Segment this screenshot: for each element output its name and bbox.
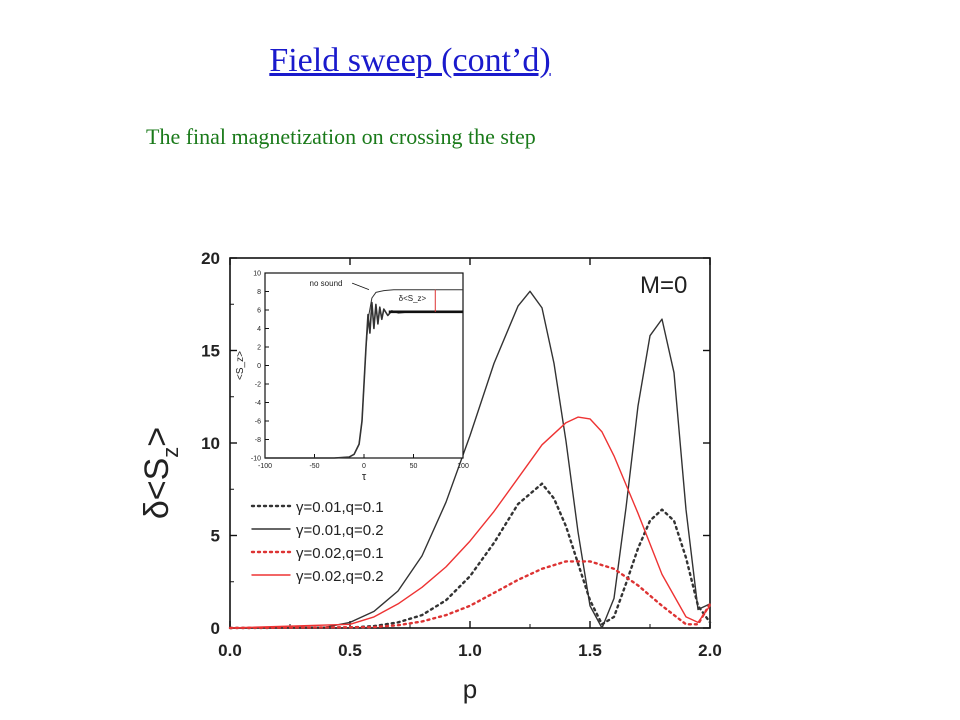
inset-y-tick-label: -8 bbox=[255, 437, 261, 444]
inset-y-axis-label: <S_z> bbox=[235, 351, 246, 380]
y-tick-label: 0 bbox=[211, 619, 220, 638]
inset-y-tick-label: 0 bbox=[257, 363, 261, 370]
inset-x-tick-label: 100 bbox=[457, 463, 469, 470]
y-tick-label: 5 bbox=[211, 527, 220, 546]
x-axis-label: p bbox=[463, 674, 477, 704]
inset-x-tick-label: 0 bbox=[362, 463, 366, 470]
legend: γ=0.01,q=0.1 γ=0.01,q=0.2 γ=0.02,q=0.1 γ=0.… bbox=[250, 499, 384, 585]
x-tick-label: 0.0 bbox=[218, 641, 242, 660]
inset-annotation-no-sound: no sound bbox=[310, 279, 343, 288]
x-tick-label: 0.5 bbox=[338, 641, 362, 660]
slide-title: Field sweep (cont’d) bbox=[269, 42, 551, 79]
series-line-4 bbox=[229, 416, 711, 629]
x-tick-label: 1.5 bbox=[578, 641, 602, 660]
slide-subtitle: The final magnetization on crossing the … bbox=[146, 124, 536, 149]
inset-annotation-arrow bbox=[351, 282, 370, 291]
y-axis-label-main: δ<S bbox=[138, 458, 176, 519]
legend-label-1: γ=0.01,q=0.1 bbox=[296, 499, 384, 516]
main-series-group bbox=[228, 290, 712, 630]
inset-x-tick-label: -50 bbox=[309, 463, 319, 470]
annotation-m0: M=0 bbox=[640, 272, 687, 299]
inset-x-tick-label: 50 bbox=[410, 463, 418, 470]
y-axis-label-sub: z bbox=[158, 447, 183, 458]
y-tick-label: 15 bbox=[201, 342, 220, 361]
x-tick-label: 1.0 bbox=[458, 641, 482, 660]
inset-y-tick-label: 8 bbox=[257, 289, 261, 296]
inset-y-tick-label: 6 bbox=[257, 308, 261, 315]
inset-y-tick-label: -4 bbox=[255, 400, 261, 407]
y-tick-label: 20 bbox=[201, 249, 220, 268]
inset-y-tick-label: 2 bbox=[257, 345, 261, 352]
inset-y-tick-label: 4 bbox=[257, 326, 261, 333]
inset-y-tick-label: 10 bbox=[253, 271, 261, 278]
inset-x-tick-label: -100 bbox=[258, 463, 272, 470]
y-tick-label: 10 bbox=[201, 434, 220, 453]
inset-y-tick-label: -6 bbox=[255, 419, 261, 426]
y-axis-label: δ<Sz> bbox=[138, 427, 183, 519]
x-tick-label: 2.0 bbox=[698, 641, 722, 660]
y-axis-label-tail: > bbox=[138, 427, 176, 447]
inset-x-axis-label: τ bbox=[362, 471, 367, 483]
inset-y-tick-label: -2 bbox=[255, 382, 261, 389]
inset-annotation-delta: δ<S_z> bbox=[399, 294, 427, 303]
inset-frame bbox=[264, 272, 464, 459]
legend-label-2: γ=0.01,q=0.2 bbox=[296, 522, 384, 539]
legend-label-4: γ=0.02,q=0.2 bbox=[296, 568, 384, 585]
inset-y-tick-label: -10 bbox=[251, 456, 261, 463]
inset-chart: -100 -50 0 50 100 10 8 6 4 2 0 -2 -4 -6 -8 -10 τ <S_z> no … bbox=[235, 271, 469, 484]
series-line-3 bbox=[228, 560, 712, 630]
legend-label-3: γ=0.02,q=0.1 bbox=[296, 545, 384, 562]
series-line-2 bbox=[229, 290, 711, 629]
